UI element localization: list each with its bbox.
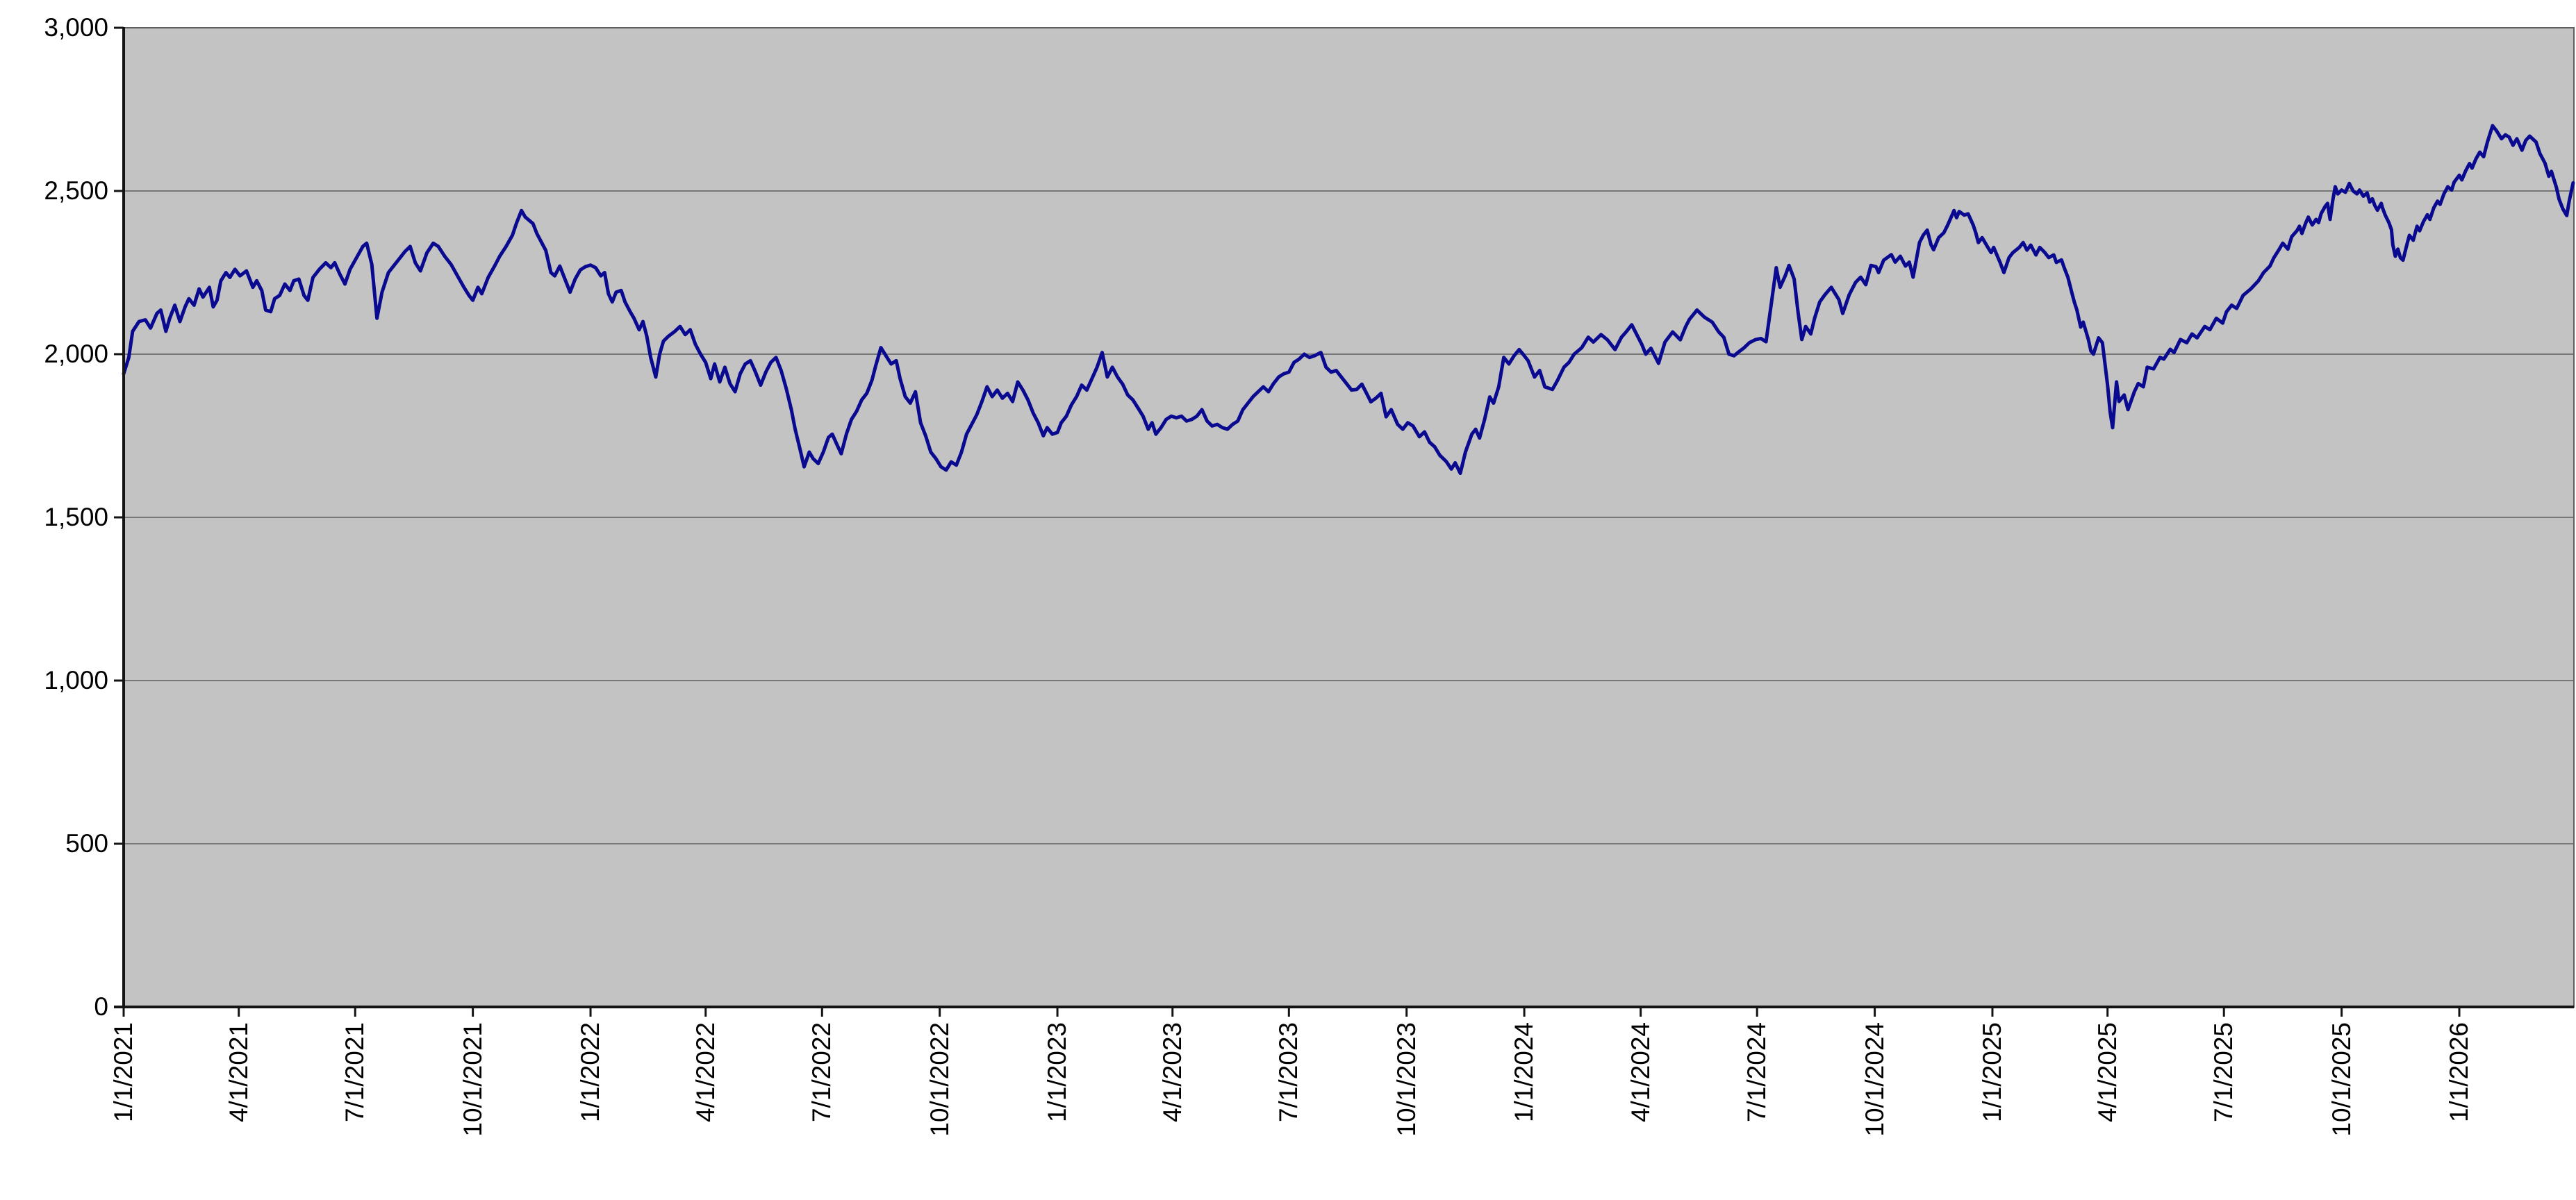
x-axis-label-4-1-2023: 4/1/2023 <box>1157 1022 1187 1123</box>
x-axis-label-4-1-2025: 4/1/2025 <box>2092 1022 2122 1123</box>
x-axis-label-7-1-2024: 7/1/2024 <box>1742 1022 1772 1123</box>
y-axis-label-500: 500 <box>65 829 108 858</box>
y-axis-label-2500: 2,500 <box>44 176 108 205</box>
x-axis-label-10-1-2022: 10/1/2022 <box>925 1022 954 1137</box>
x-axis-label-1-1-2022: 1/1/2022 <box>576 1022 605 1123</box>
x-axis-label-1-1-2023: 1/1/2023 <box>1043 1022 1072 1123</box>
tick-marks <box>114 26 2461 1017</box>
x-axis-label-7-1-2023: 7/1/2023 <box>1274 1022 1303 1123</box>
x-axis-label-4-1-2024: 4/1/2024 <box>1626 1022 1655 1123</box>
x-axis-label-1-1-2024: 1/1/2024 <box>1510 1022 1539 1123</box>
x-axis-label-4-1-2021: 4/1/2021 <box>224 1022 253 1123</box>
x-axis-label-7-1-2025: 7/1/2025 <box>2209 1022 2238 1123</box>
y-axis-label-2000: 2,000 <box>44 340 108 368</box>
x-axis-label-10-1-2023: 10/1/2023 <box>1392 1022 1421 1137</box>
x-axis-label-10-1-2024: 10/1/2024 <box>1860 1022 1889 1137</box>
y-axis-label-0: 0 <box>94 992 108 1021</box>
x-axis-label-7-1-2021: 7/1/2021 <box>340 1022 370 1123</box>
x-axis-label-1-1-2025: 1/1/2025 <box>1977 1022 2006 1123</box>
y-axis-label-1500: 1,500 <box>44 503 108 531</box>
series-line <box>122 124 2575 475</box>
y-axis-label-3000: 3,000 <box>44 13 108 42</box>
x-axis-label-10-1-2025: 10/1/2025 <box>2327 1022 2356 1137</box>
y-axis-label-1000: 1,000 <box>44 666 108 694</box>
x-axis-label-7-1-2022: 7/1/2022 <box>807 1022 836 1123</box>
x-axis-label-1-1-2026: 1/1/2026 <box>2445 1022 2473 1123</box>
x-axis-label-4-1-2022: 4/1/2022 <box>691 1022 720 1123</box>
x-axis-label-1-1-2021: 1/1/2021 <box>109 1022 138 1123</box>
x-axis-label-10-1-2021: 10/1/2021 <box>458 1022 487 1137</box>
